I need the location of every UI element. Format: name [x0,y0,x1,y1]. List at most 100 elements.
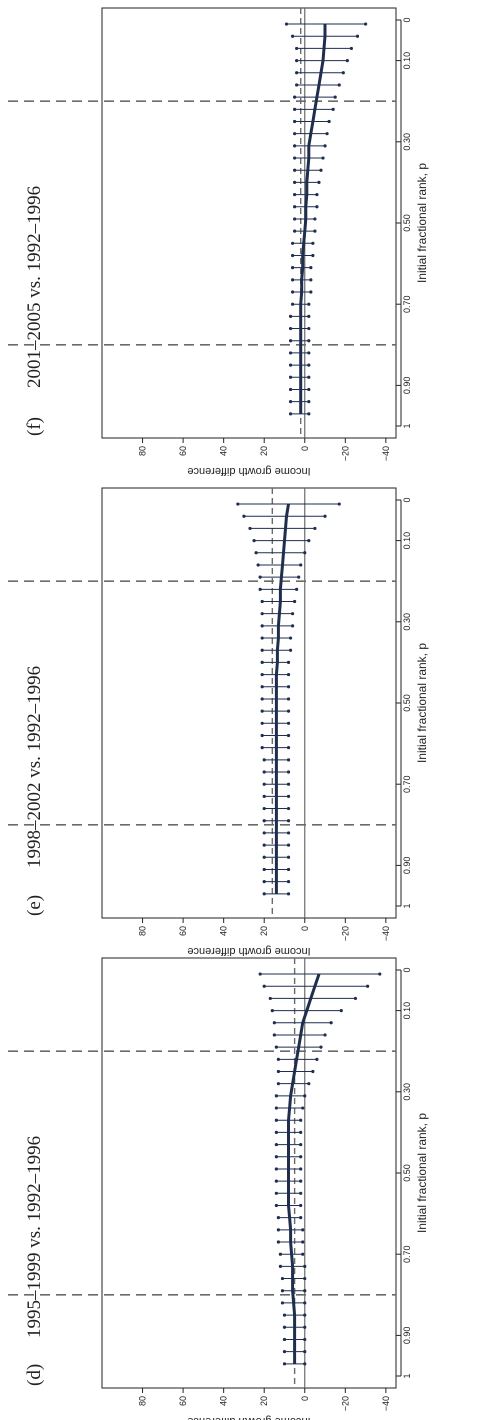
ci-upper-point [272,1021,276,1025]
ci-lower-point [307,351,311,355]
ci-upper-point [260,685,264,689]
ci-lower-point [349,46,353,51]
y-tick-label: 60 [178,446,188,456]
x-tick-label: 0.90 [402,857,412,875]
ci-lower-point [286,892,291,896]
x-tick-label: 0 [402,497,412,502]
y-tick-label: 20 [259,1396,269,1406]
ci-upper-point [293,132,297,136]
ci-lower-point [293,599,297,604]
y-tick-label: 40 [219,446,229,456]
ci-lower-point [303,1350,307,1354]
ci-upper-point [254,551,258,555]
ci-upper-point [280,1276,285,1281]
ci-lower-point [286,806,291,811]
ci-upper-point [295,83,299,87]
ci-upper-point [288,351,293,355]
ci-upper-point [272,1033,276,1037]
plot-frame [101,957,397,1389]
ci-upper-point [274,1118,278,1122]
ci-upper-point [236,502,240,506]
ci-lower-point [307,363,311,367]
ci-lower-point [341,71,345,75]
ci-upper-point [252,539,256,543]
ci-upper-point [288,363,293,367]
ci-upper-point [262,843,266,847]
ci-upper-point [276,1228,280,1232]
ci-lower-point [286,660,291,665]
ci-lower-point [327,119,331,124]
ci-upper-point [274,1167,278,1171]
ci-upper-point [258,575,262,579]
ci-upper-point [260,733,264,738]
ci-lower-point [353,996,358,1001]
x-tick-label: 0.90 [402,1327,412,1345]
ci-upper-point [262,984,266,988]
ci-upper-point [276,1082,280,1086]
plot-frame [101,7,397,439]
ci-upper-point [293,180,297,184]
ci-upper-point [260,709,264,713]
ci-lower-point [299,1142,303,1147]
ci-upper-point [290,253,295,258]
ci-lower-point [286,831,291,835]
ci-upper-point [278,1252,283,1256]
ci-lower-point [307,375,311,379]
x-tick-label: 0.70 [402,295,412,313]
ci-lower-point [286,672,291,677]
ci-upper-point [288,326,293,331]
ci-lower-point [286,721,291,725]
y-tick-label: 60 [178,1396,188,1406]
y-axis-label: Income growth difference [187,945,310,957]
ci-lower-point [288,648,293,652]
ci-lower-point [286,697,291,701]
y-tick-label: −40 [381,1396,391,1411]
y-axis-label: Income growth difference [187,1415,310,1420]
ci-lower-point [311,1069,315,1074]
ci-lower-point [366,984,370,988]
ci-lower-point [301,1240,305,1244]
ci-lower-point [286,782,291,786]
x-axis-label: Initial fractional rank, p [415,1113,429,1233]
x-tick-label: 1 [402,903,412,908]
ci-upper-point [276,1057,280,1061]
ci-upper-point [276,1069,280,1074]
ci-upper-point [268,996,272,1001]
chart-title: 1998–2002 vs. 1992–1996 [24,666,45,868]
ci-lower-point [301,1106,305,1110]
x-tick-label: 0.70 [402,1245,412,1263]
ci-lower-point [303,1301,307,1305]
ci-lower-point [303,1313,307,1317]
ci-upper-point [288,314,293,318]
ci-lower-point [309,266,313,270]
ci-upper-point [274,1155,278,1159]
ci-lower-point [317,180,321,184]
ci-lower-point [301,1228,305,1232]
y-tick-label: −20 [340,446,350,461]
ci-upper-point [290,34,295,38]
ci-upper-point [274,1203,278,1208]
ci-lower-point [286,794,291,798]
ci-upper-point [258,587,262,591]
chart-title: 1995–1999 vs. 1992–1996 [24,1136,45,1338]
ci-lower-point [325,132,329,136]
ci-upper-point [274,1094,278,1098]
x-tick-label: 0.10 [402,1002,412,1020]
ci-upper-point [280,1301,285,1305]
ci-lower-point [286,746,291,750]
ci-upper-point [262,892,266,896]
ci-upper-point [290,290,295,294]
x-tick-label: 1 [402,1373,412,1378]
x-tick-label: 0 [402,967,412,972]
ci-upper-point [270,1009,274,1013]
ci-lower-point [307,539,311,543]
ci-upper-point [290,266,295,270]
ci-upper-point [295,59,299,63]
ci-lower-point [299,1118,303,1122]
ci-upper-point [290,278,295,282]
x-tick-label: 0.50 [402,214,412,232]
ci-lower-point [288,636,293,640]
ci-lower-point [299,1130,303,1134]
ci-lower-point [311,253,315,258]
ci-lower-point [319,1045,323,1049]
